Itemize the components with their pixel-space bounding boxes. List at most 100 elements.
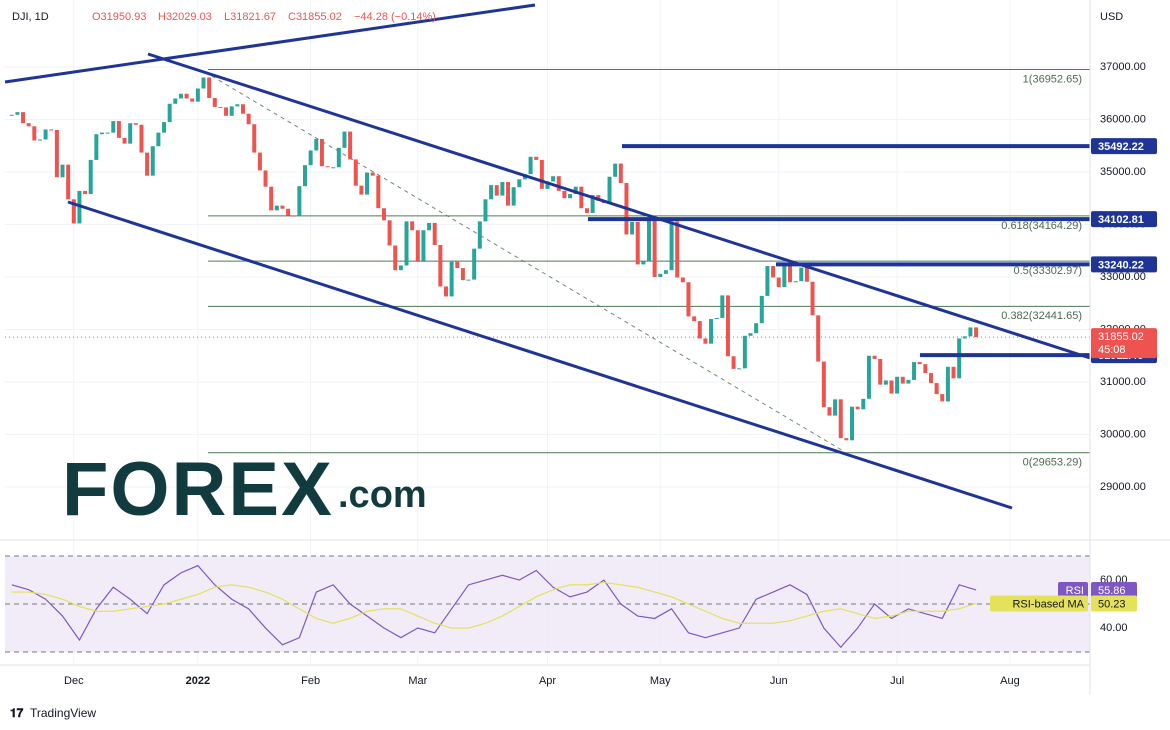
candle <box>663 270 668 274</box>
candle <box>49 129 54 131</box>
value-badge <box>1091 595 1137 612</box>
candle <box>686 282 691 317</box>
candle <box>855 406 860 410</box>
currency: USD <box>1100 11 1123 23</box>
candle <box>827 407 832 416</box>
countdown: 45:08 <box>1098 344 1126 356</box>
candle <box>167 103 172 123</box>
candle <box>528 156 533 175</box>
candle <box>878 358 883 385</box>
candle <box>579 186 584 209</box>
candle <box>54 129 59 178</box>
candle <box>539 159 544 189</box>
legend-name-badge <box>990 595 1088 612</box>
candle <box>229 106 234 116</box>
candle <box>759 295 764 324</box>
candle <box>573 186 578 195</box>
candle <box>754 323 759 334</box>
ohlc-close: C31855.02 <box>288 11 342 23</box>
candle <box>286 208 291 216</box>
candle <box>410 221 415 231</box>
candle <box>9 114 14 116</box>
ohlc-low: L31821.67 <box>224 11 276 23</box>
candle <box>489 185 494 200</box>
candle <box>506 181 511 206</box>
candle <box>432 222 437 245</box>
candle <box>883 380 888 385</box>
candle <box>21 112 26 124</box>
candle <box>443 286 448 297</box>
candle <box>178 93 183 99</box>
last-price-label: 31855.02 <box>1098 331 1144 343</box>
trend-lines <box>4 3 1091 510</box>
candle <box>613 163 618 177</box>
candle <box>816 315 821 362</box>
candle <box>224 107 229 116</box>
candle <box>88 159 93 195</box>
candle <box>466 279 471 281</box>
candle <box>861 398 866 410</box>
candle <box>940 394 945 402</box>
candle <box>235 104 240 107</box>
candle <box>421 230 426 262</box>
rsi-line <box>11 564 977 649</box>
candle <box>66 164 71 200</box>
fib-label: 1(36952.65) <box>1023 73 1082 85</box>
candle <box>889 380 894 394</box>
level-badge <box>1091 138 1157 155</box>
candle <box>60 164 65 178</box>
candle <box>765 265 770 296</box>
candle <box>962 336 967 339</box>
candle <box>43 129 48 140</box>
candle <box>370 172 375 176</box>
candle <box>246 113 251 125</box>
candle <box>280 205 285 209</box>
candle <box>94 134 99 160</box>
candle <box>398 265 403 271</box>
y-tick-label: 37000.00 <box>1100 61 1146 73</box>
x-tick-label: Feb <box>301 675 320 687</box>
candle <box>26 123 31 127</box>
candle <box>912 362 917 380</box>
x-tick-label: 2022 <box>186 675 210 687</box>
candle <box>291 215 296 217</box>
candle <box>32 126 37 141</box>
candle <box>776 277 781 287</box>
candle <box>556 176 561 191</box>
candle <box>404 221 409 266</box>
candle <box>314 138 319 151</box>
candle <box>15 112 20 115</box>
logo-suffix: .com <box>338 474 427 516</box>
level-badge <box>1091 211 1157 228</box>
candle <box>680 277 685 283</box>
candle <box>782 263 787 287</box>
y-tick-label: 30000.00 <box>1100 428 1146 440</box>
candle <box>652 219 657 278</box>
fib-label: 0.618(34164.29) <box>1001 220 1082 232</box>
footer-mark: 𝟏𝟕 <box>10 706 24 720</box>
candle <box>635 221 640 265</box>
candle <box>968 327 973 337</box>
candle <box>833 399 838 416</box>
candle <box>274 205 279 211</box>
candle <box>900 376 905 384</box>
y-tick-label: 40.00 <box>1100 622 1128 634</box>
candle <box>240 104 245 114</box>
candle <box>714 317 719 320</box>
candle <box>534 156 539 160</box>
candle <box>477 221 482 249</box>
candle <box>218 106 223 108</box>
candle <box>584 208 589 213</box>
candle <box>551 176 556 182</box>
candle <box>212 97 217 107</box>
candle <box>387 220 392 246</box>
y-tick-label: 36000.00 <box>1100 113 1146 125</box>
candle <box>669 221 674 271</box>
candle <box>472 248 477 280</box>
candle <box>895 376 900 394</box>
candle <box>190 98 195 102</box>
candle <box>793 281 798 283</box>
legend-name: RSI-based MA <box>1012 598 1084 610</box>
legend-name-badge <box>1058 581 1088 598</box>
candle <box>641 261 646 265</box>
